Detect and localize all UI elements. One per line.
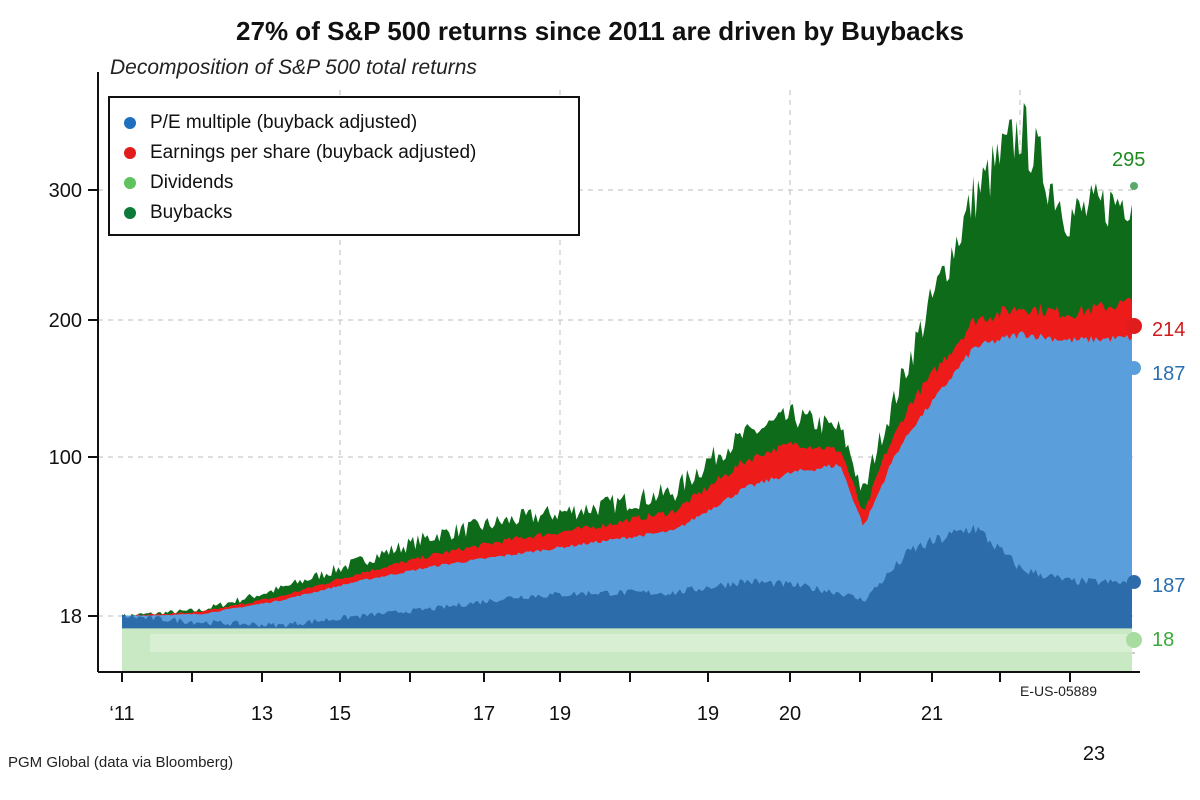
legend-item: Buybacks (124, 198, 564, 228)
x-tick-label: 21 (921, 703, 943, 725)
end-labels: 295 214 187 187 18 (1112, 149, 1185, 651)
end-dot (1130, 182, 1138, 190)
y-tick-label: 200 (49, 310, 82, 332)
legend-label: P/E multiple (buyback adjusted) (150, 112, 418, 133)
legend-swatch (124, 177, 136, 189)
legend-swatch (124, 117, 136, 129)
axes (97, 72, 1140, 673)
legend-swatch (124, 207, 136, 219)
source-note: PGM Global (data via Bloomberg) (8, 754, 234, 771)
end-label: 187 (1152, 575, 1185, 597)
legend-label: Earnings per share (buyback adjusted) (150, 142, 477, 163)
x-tick-label: 19 (549, 703, 571, 725)
x-tick-label: 23 (1083, 743, 1105, 765)
y-tick-label: 100 (49, 447, 82, 469)
dividends-band (150, 634, 1132, 652)
end-label: 18 (1152, 629, 1174, 651)
end-dot (1127, 361, 1141, 375)
x-tick-label: 20 (779, 703, 801, 725)
y-tick-label: 18 (60, 606, 82, 628)
end-dot (1126, 318, 1142, 334)
x-tick-label: 15 (329, 703, 351, 725)
chart-id: E-US-05889 (1020, 683, 1098, 699)
x-tick-label: 17 (473, 703, 495, 725)
x-tick-label: 19 (697, 703, 719, 725)
legend-label: Dividends (150, 172, 234, 193)
y-axis-ticks: 18 100 200 300 (49, 180, 98, 628)
legend-item: P/E multiple (buyback adjusted) (124, 108, 564, 138)
legend-label: Buybacks (150, 202, 233, 223)
x-tick-label: ‘11 (109, 703, 134, 725)
y-tick-label: 300 (49, 180, 82, 202)
legend-item: Dividends (124, 168, 564, 198)
chart-title: 27% of S&P 500 returns since 2011 are dr… (236, 16, 964, 46)
x-tick-label: 13 (251, 703, 273, 725)
legend: P/E multiple (buyback adjusted) Earnings … (108, 96, 580, 236)
legend-swatch (124, 147, 136, 159)
x-axis-ticks: ‘11 13 15 17 19 19 20 21 23 (109, 672, 1105, 765)
end-label: 187 (1152, 363, 1185, 385)
end-label: 295 (1112, 149, 1145, 171)
area-series (122, 102, 1132, 672)
end-dot (1127, 575, 1141, 589)
end-dot (1126, 632, 1142, 648)
chart-subtitle: Decomposition of S&P 500 total returns (110, 56, 477, 79)
end-label: 214 (1152, 319, 1185, 341)
legend-item: Earnings per share (buyback adjusted) (124, 138, 564, 168)
